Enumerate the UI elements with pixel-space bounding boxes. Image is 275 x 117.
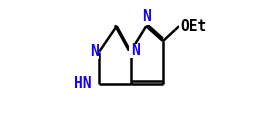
Text: N: N bbox=[131, 44, 140, 58]
Bar bbox=[92, 45, 99, 58]
Text: OEt: OEt bbox=[181, 19, 207, 34]
Text: N: N bbox=[90, 44, 99, 59]
Bar bbox=[142, 13, 150, 25]
Bar bbox=[86, 76, 97, 90]
Text: N: N bbox=[142, 9, 150, 24]
Text: HN: HN bbox=[74, 76, 91, 91]
Bar bbox=[179, 19, 193, 33]
Bar bbox=[130, 44, 138, 58]
